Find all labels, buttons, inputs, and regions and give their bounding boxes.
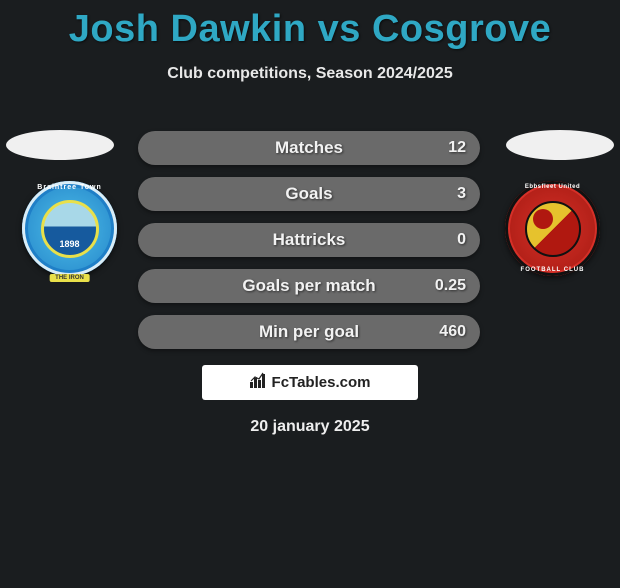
stat-row: Matches 12 — [138, 131, 480, 165]
page-title: Josh Dawkin vs Cosgrove — [0, 8, 620, 51]
stat-row: Hattricks 0 — [138, 223, 480, 257]
stat-label: Hattricks — [273, 230, 346, 250]
chart-bars-icon — [250, 372, 268, 393]
stat-row: Goals per match 0.25 — [138, 269, 480, 303]
subtitle: Club competitions, Season 2024/2025 — [0, 65, 620, 83]
brand-text: FcTables.com — [272, 374, 371, 391]
stat-right-value: 12 — [448, 139, 466, 157]
right-club-crest: Ebbsfleet United FOOTBALL CLUB — [505, 181, 600, 276]
stat-label: Min per goal — [259, 322, 359, 342]
left-player-oval — [6, 130, 114, 160]
left-crest-banner: THE IRON — [49, 274, 90, 282]
stat-right-value: 0 — [457, 231, 466, 249]
stat-row: Goals 3 — [138, 177, 480, 211]
date-text: 20 january 2025 — [0, 418, 620, 436]
brand-box: FcTables.com — [202, 365, 418, 400]
stat-right-value: 3 — [457, 185, 466, 203]
stat-right-value: 0.25 — [435, 277, 466, 295]
stat-label: Matches — [275, 138, 343, 158]
stat-label: Goals per match — [242, 276, 375, 296]
right-crest-ring-text-bot: FOOTBALL CLUB — [505, 267, 600, 273]
left-crest-inner — [41, 200, 99, 258]
stat-right-value: 460 — [439, 323, 466, 341]
stats-list: Matches 12 Goals 3 Hattricks 0 Goals per… — [138, 131, 480, 361]
right-crest-inner — [525, 201, 581, 257]
stat-row: Min per goal 460 — [138, 315, 480, 349]
right-player-oval — [506, 130, 614, 160]
left-club-crest: Braintree Town THE IRON — [22, 181, 117, 276]
right-crest-ring-text-top: Ebbsfleet United — [505, 184, 600, 190]
left-crest-ring-text: Braintree Town — [22, 184, 117, 191]
stat-label: Goals — [285, 184, 332, 204]
